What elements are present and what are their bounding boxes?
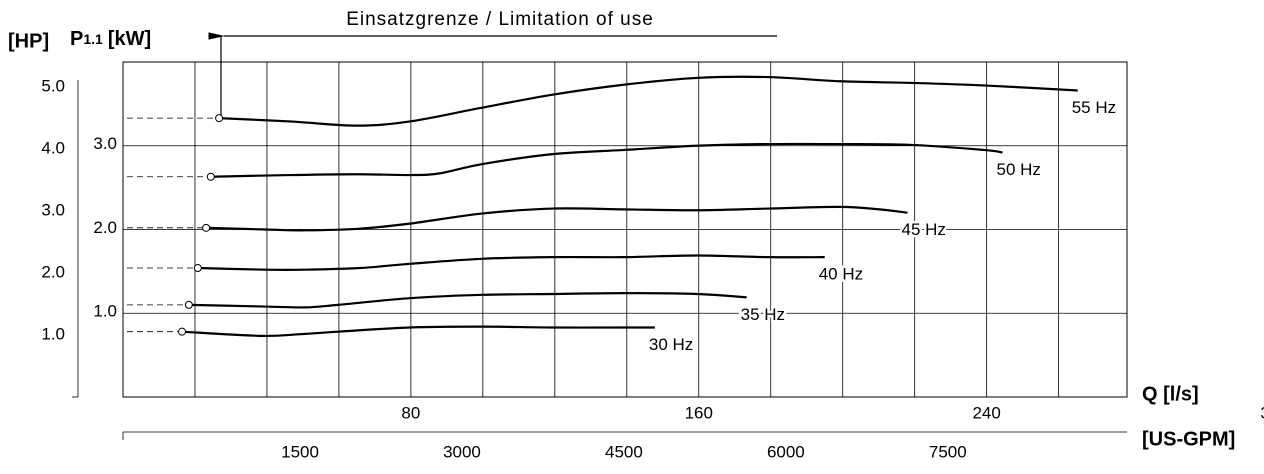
curve-label: 30 Hz bbox=[649, 335, 693, 354]
y-axis-unit: [kW] bbox=[108, 28, 151, 50]
y2-tick-label: 1.0 bbox=[41, 324, 65, 343]
curve-label: 35 Hz bbox=[741, 305, 785, 324]
y-axis-subscript: 1.1 bbox=[83, 31, 103, 47]
y2-tick-label: 2.0 bbox=[41, 262, 65, 281]
y-tick-label: 1.0 bbox=[93, 302, 117, 321]
x-axis-title: Q [l/s] bbox=[1142, 383, 1199, 405]
curve bbox=[197, 254, 825, 272]
y-tick-label: 2.0 bbox=[93, 218, 117, 237]
curve-label: 55 Hz bbox=[1072, 98, 1116, 117]
x-tick-label: 80 bbox=[401, 403, 420, 422]
x2-tick-label: 7500 bbox=[929, 442, 967, 461]
y2-axis-title: [HP] bbox=[8, 30, 49, 52]
y2-tick-label: 5.0 bbox=[41, 76, 65, 95]
y2-tick-label: 3.0 bbox=[41, 200, 65, 219]
limit-point bbox=[193, 264, 202, 273]
curve bbox=[181, 325, 655, 338]
curve-label: 45 Hz bbox=[901, 220, 945, 239]
curve-label: 40 Hz bbox=[819, 265, 863, 284]
curve bbox=[210, 142, 1003, 178]
x2-tick-label: 1500 bbox=[281, 442, 319, 461]
limit-point bbox=[178, 327, 187, 336]
x-tick-label: 160 bbox=[685, 403, 713, 422]
x-tick-label: 240 bbox=[972, 403, 1000, 422]
limit-point bbox=[215, 114, 224, 123]
x2-axis-title: [US-GPM] bbox=[1142, 428, 1235, 450]
annotation: Einsatzgrenze / Limitation of use bbox=[346, 9, 654, 30]
curve bbox=[206, 205, 908, 232]
curve-label: 50 Hz bbox=[996, 160, 1040, 179]
x2-tick-label: 3000 bbox=[443, 442, 481, 461]
y-axis-title: P1.1 [kW] bbox=[70, 28, 151, 50]
curve bbox=[219, 75, 1078, 127]
y-axis-symbol: P bbox=[70, 28, 83, 50]
y-tick-label: 3.0 bbox=[93, 134, 117, 153]
limit-point bbox=[202, 223, 211, 232]
limit-point bbox=[184, 300, 193, 309]
x2-tick-label: 6000 bbox=[767, 442, 805, 461]
limit-point bbox=[206, 172, 215, 181]
x2-tick-label: 4500 bbox=[605, 442, 643, 461]
y2-tick-label: 4.0 bbox=[41, 138, 65, 157]
curve bbox=[188, 292, 747, 309]
x-tick-label: 320 bbox=[1260, 403, 1264, 422]
